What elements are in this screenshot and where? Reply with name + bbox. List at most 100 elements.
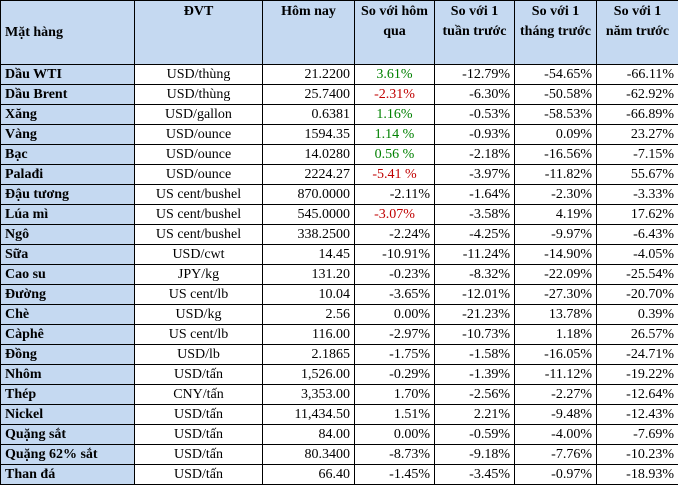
cell-vs-month: -50.58%: [515, 85, 597, 105]
cell-item: Vàng: [1, 125, 135, 145]
cell-today: 10.04: [263, 285, 355, 305]
cell-item: Chè: [1, 305, 135, 325]
cell-vs-yesterday: -10.91%: [355, 245, 435, 265]
cell-vs-year: 55.67%: [597, 165, 678, 185]
cell-today: 131.20: [263, 265, 355, 285]
cell-vs-yesterday: -0.23%: [355, 265, 435, 285]
cell-vs-year: -62.92%: [597, 85, 678, 105]
cell-vs-week: -9.18%: [435, 445, 515, 465]
cell-today: 2224.27: [263, 165, 355, 185]
cell-today: 116.00: [263, 325, 355, 345]
cell-today: 66.40: [263, 465, 355, 485]
cell-vs-yesterday: 1.16%: [355, 105, 435, 125]
cell-vs-yesterday: -8.73%: [355, 445, 435, 465]
cell-vs-week: -0.93%: [435, 125, 515, 145]
header-item: Mặt hàng: [1, 1, 135, 65]
cell-today: 2.1865: [263, 345, 355, 365]
cell-today: 338.2500: [263, 225, 355, 245]
cell-item: Cao su: [1, 265, 135, 285]
cell-item: Đậu tương: [1, 185, 135, 205]
cell-vs-month: 4.19%: [515, 205, 597, 225]
cell-vs-year: -6.43%: [597, 225, 678, 245]
cell-item: Đường: [1, 285, 135, 305]
cell-item: Palađi: [1, 165, 135, 185]
cell-vs-week: -1.64%: [435, 185, 515, 205]
cell-today: 14.45: [263, 245, 355, 265]
cell-vs-week: -4.25%: [435, 225, 515, 245]
cell-vs-month: -14.90%: [515, 245, 597, 265]
cell-today: 80.3400: [263, 445, 355, 465]
cell-vs-yesterday: -3.65%: [355, 285, 435, 305]
cell-vs-yesterday: 0.00%: [355, 425, 435, 445]
cell-vs-month: -54.65%: [515, 65, 597, 85]
cell-today: 2.56: [263, 305, 355, 325]
header-unit: ĐVT: [135, 1, 263, 65]
cell-vs-year: -25.54%: [597, 265, 678, 285]
cell-today: 21.2200: [263, 65, 355, 85]
cell-vs-month: -11.82%: [515, 165, 597, 185]
cell-vs-week: -0.59%: [435, 425, 515, 445]
cell-unit: USD/tấn: [135, 465, 263, 485]
cell-vs-week: -1.39%: [435, 365, 515, 385]
cell-vs-year: -7.69%: [597, 425, 678, 445]
cell-vs-week: -3.58%: [435, 205, 515, 225]
cell-item: Dầu Brent: [1, 85, 135, 105]
cell-unit: USD/tấn: [135, 365, 263, 385]
cell-vs-month: -7.76%: [515, 445, 597, 465]
cell-vs-month: -2.30%: [515, 185, 597, 205]
cell-vs-year: 0.39%: [597, 305, 678, 325]
cell-unit: US cent/lb: [135, 285, 263, 305]
cell-item: Lúa mì: [1, 205, 135, 225]
cell-vs-month: -4.00%: [515, 425, 597, 445]
cell-vs-yesterday: 0.00%: [355, 305, 435, 325]
cell-today: 25.7400: [263, 85, 355, 105]
cell-unit: USD/thùng: [135, 65, 263, 85]
cell-item: Quặng 62% sắt: [1, 445, 135, 465]
cell-vs-year: -24.71%: [597, 345, 678, 365]
cell-vs-week: -1.58%: [435, 345, 515, 365]
cell-today: 14.0280: [263, 145, 355, 165]
cell-vs-yesterday: -2.11%: [355, 185, 435, 205]
cell-vs-month: 0.09%: [515, 125, 597, 145]
header-vs-month: So với 1 tháng trước: [515, 1, 597, 65]
cell-item: Đồng: [1, 345, 135, 365]
cell-unit: USD/lb: [135, 345, 263, 365]
cell-vs-yesterday: -2.24%: [355, 225, 435, 245]
cell-vs-month: -0.97%: [515, 465, 597, 485]
cell-vs-week: -11.24%: [435, 245, 515, 265]
cell-vs-month: -27.30%: [515, 285, 597, 305]
cell-today: 545.0000: [263, 205, 355, 225]
cell-item: Than đá: [1, 465, 135, 485]
cell-vs-week: -3.45%: [435, 465, 515, 485]
cell-unit: USD/tấn: [135, 445, 263, 465]
cell-vs-yesterday: -1.75%: [355, 345, 435, 365]
cell-today: 870.0000: [263, 185, 355, 205]
cell-vs-month: 13.78%: [515, 305, 597, 325]
cell-vs-week: 2.21%: [435, 405, 515, 425]
cell-vs-week: -21.23%: [435, 305, 515, 325]
cell-unit: JPY/kg: [135, 265, 263, 285]
cell-vs-yesterday: -1.45%: [355, 465, 435, 485]
cell-vs-week: -8.32%: [435, 265, 515, 285]
cell-today: 11,434.50: [263, 405, 355, 425]
cell-item: Càphê: [1, 325, 135, 345]
cell-vs-year: -7.15%: [597, 145, 678, 165]
cell-vs-year: -19.22%: [597, 365, 678, 385]
cell-vs-yesterday: 1.14 %: [355, 125, 435, 145]
header-vs-week: So với 1 tuần trước: [435, 1, 515, 65]
cell-vs-yesterday: 1.70%: [355, 385, 435, 405]
cell-vs-year: -10.23%: [597, 445, 678, 465]
cell-vs-yesterday: -5.41 %: [355, 165, 435, 185]
cell-item: Nickel: [1, 405, 135, 425]
